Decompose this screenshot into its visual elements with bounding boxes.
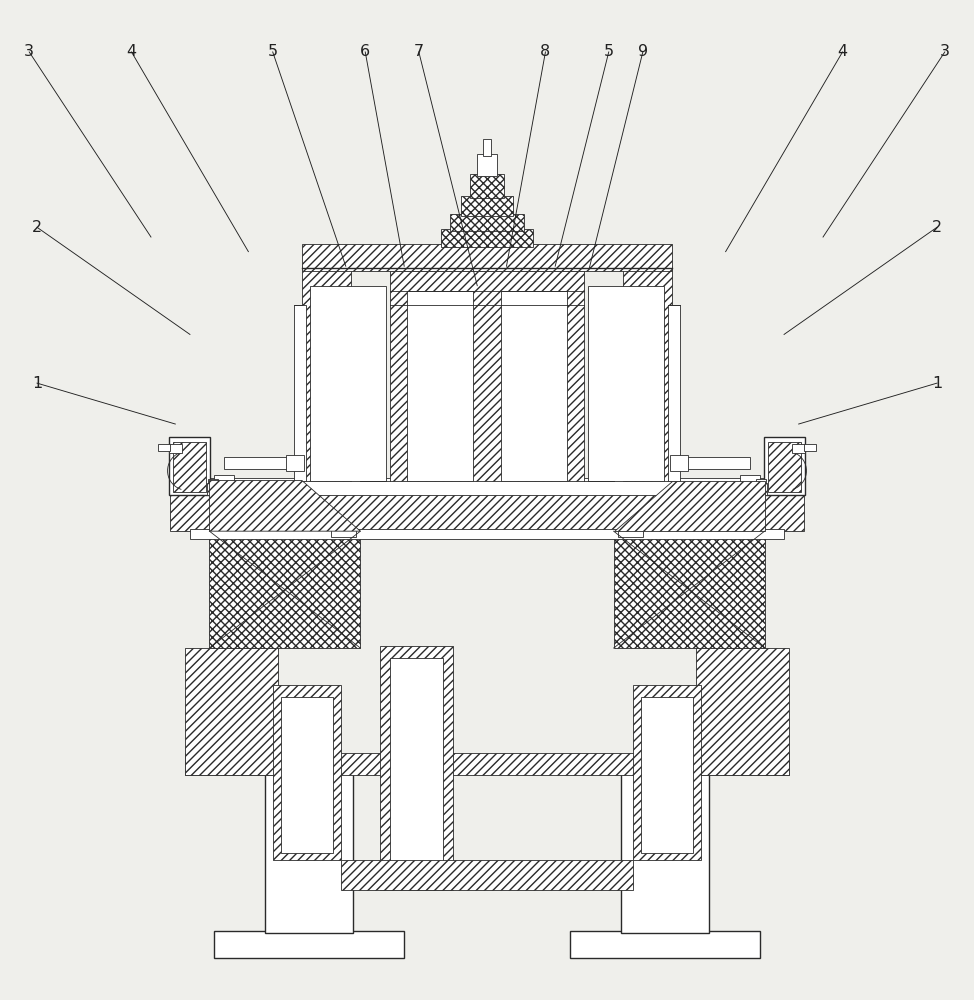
Bar [740,475,760,490]
Bar [208,479,218,488]
Bar [380,646,453,890]
Text: 7: 7 [414,44,424,59]
Text: 8: 8 [541,44,550,59]
Text: 2: 2 [932,220,942,235]
Bar [623,266,672,481]
Bar [158,444,170,451]
Bar [224,457,300,469]
Polygon shape [209,481,360,531]
Bar [190,529,784,539]
Polygon shape [614,481,765,531]
Text: 3: 3 [940,44,950,59]
Text: 1: 1 [932,376,942,391]
Bar [331,529,356,537]
Bar [768,442,801,492]
Bar [764,437,805,495]
Bar [618,529,643,537]
Bar [214,475,234,490]
Text: 5: 5 [604,44,614,59]
Text: 4: 4 [127,44,136,59]
Bar [407,291,473,481]
Bar [265,773,353,933]
Bar [792,444,805,453]
Bar [169,444,182,453]
Bar [621,773,709,933]
Text: 5: 5 [268,44,278,59]
Text: 3: 3 [24,44,34,59]
Bar [477,154,497,176]
Bar [450,214,524,231]
Bar [633,685,701,860]
Bar [674,457,750,469]
Text: 6: 6 [360,44,370,59]
Bar [185,753,789,775]
Bar [756,479,766,488]
Bar [501,291,567,481]
Bar [341,860,633,890]
Bar [804,444,816,451]
Bar [170,492,804,531]
Bar [588,286,664,481]
Text: 9: 9 [638,44,648,59]
Bar [273,685,341,860]
Bar [696,648,789,775]
Bar [670,455,688,471]
Bar [173,442,206,492]
Bar [310,286,386,481]
Bar [737,483,767,495]
Bar [570,931,760,958]
Bar [470,174,504,198]
Bar [641,697,693,853]
Bar [207,483,237,495]
Bar [286,455,304,471]
Bar [209,531,360,648]
Bar [483,139,491,156]
Bar [614,531,765,648]
Bar [668,305,680,481]
Bar [169,437,210,495]
Bar [214,931,404,958]
Bar [281,697,333,853]
Bar [294,305,306,481]
Bar [302,266,351,481]
Bar [302,244,672,271]
Text: 4: 4 [838,44,847,59]
Bar [390,658,443,882]
Bar [185,478,789,495]
Bar [461,196,513,216]
Text: 1: 1 [32,376,42,391]
Bar [185,648,278,775]
Bar [390,271,584,481]
Bar [441,229,533,247]
Text: 2: 2 [32,220,42,235]
